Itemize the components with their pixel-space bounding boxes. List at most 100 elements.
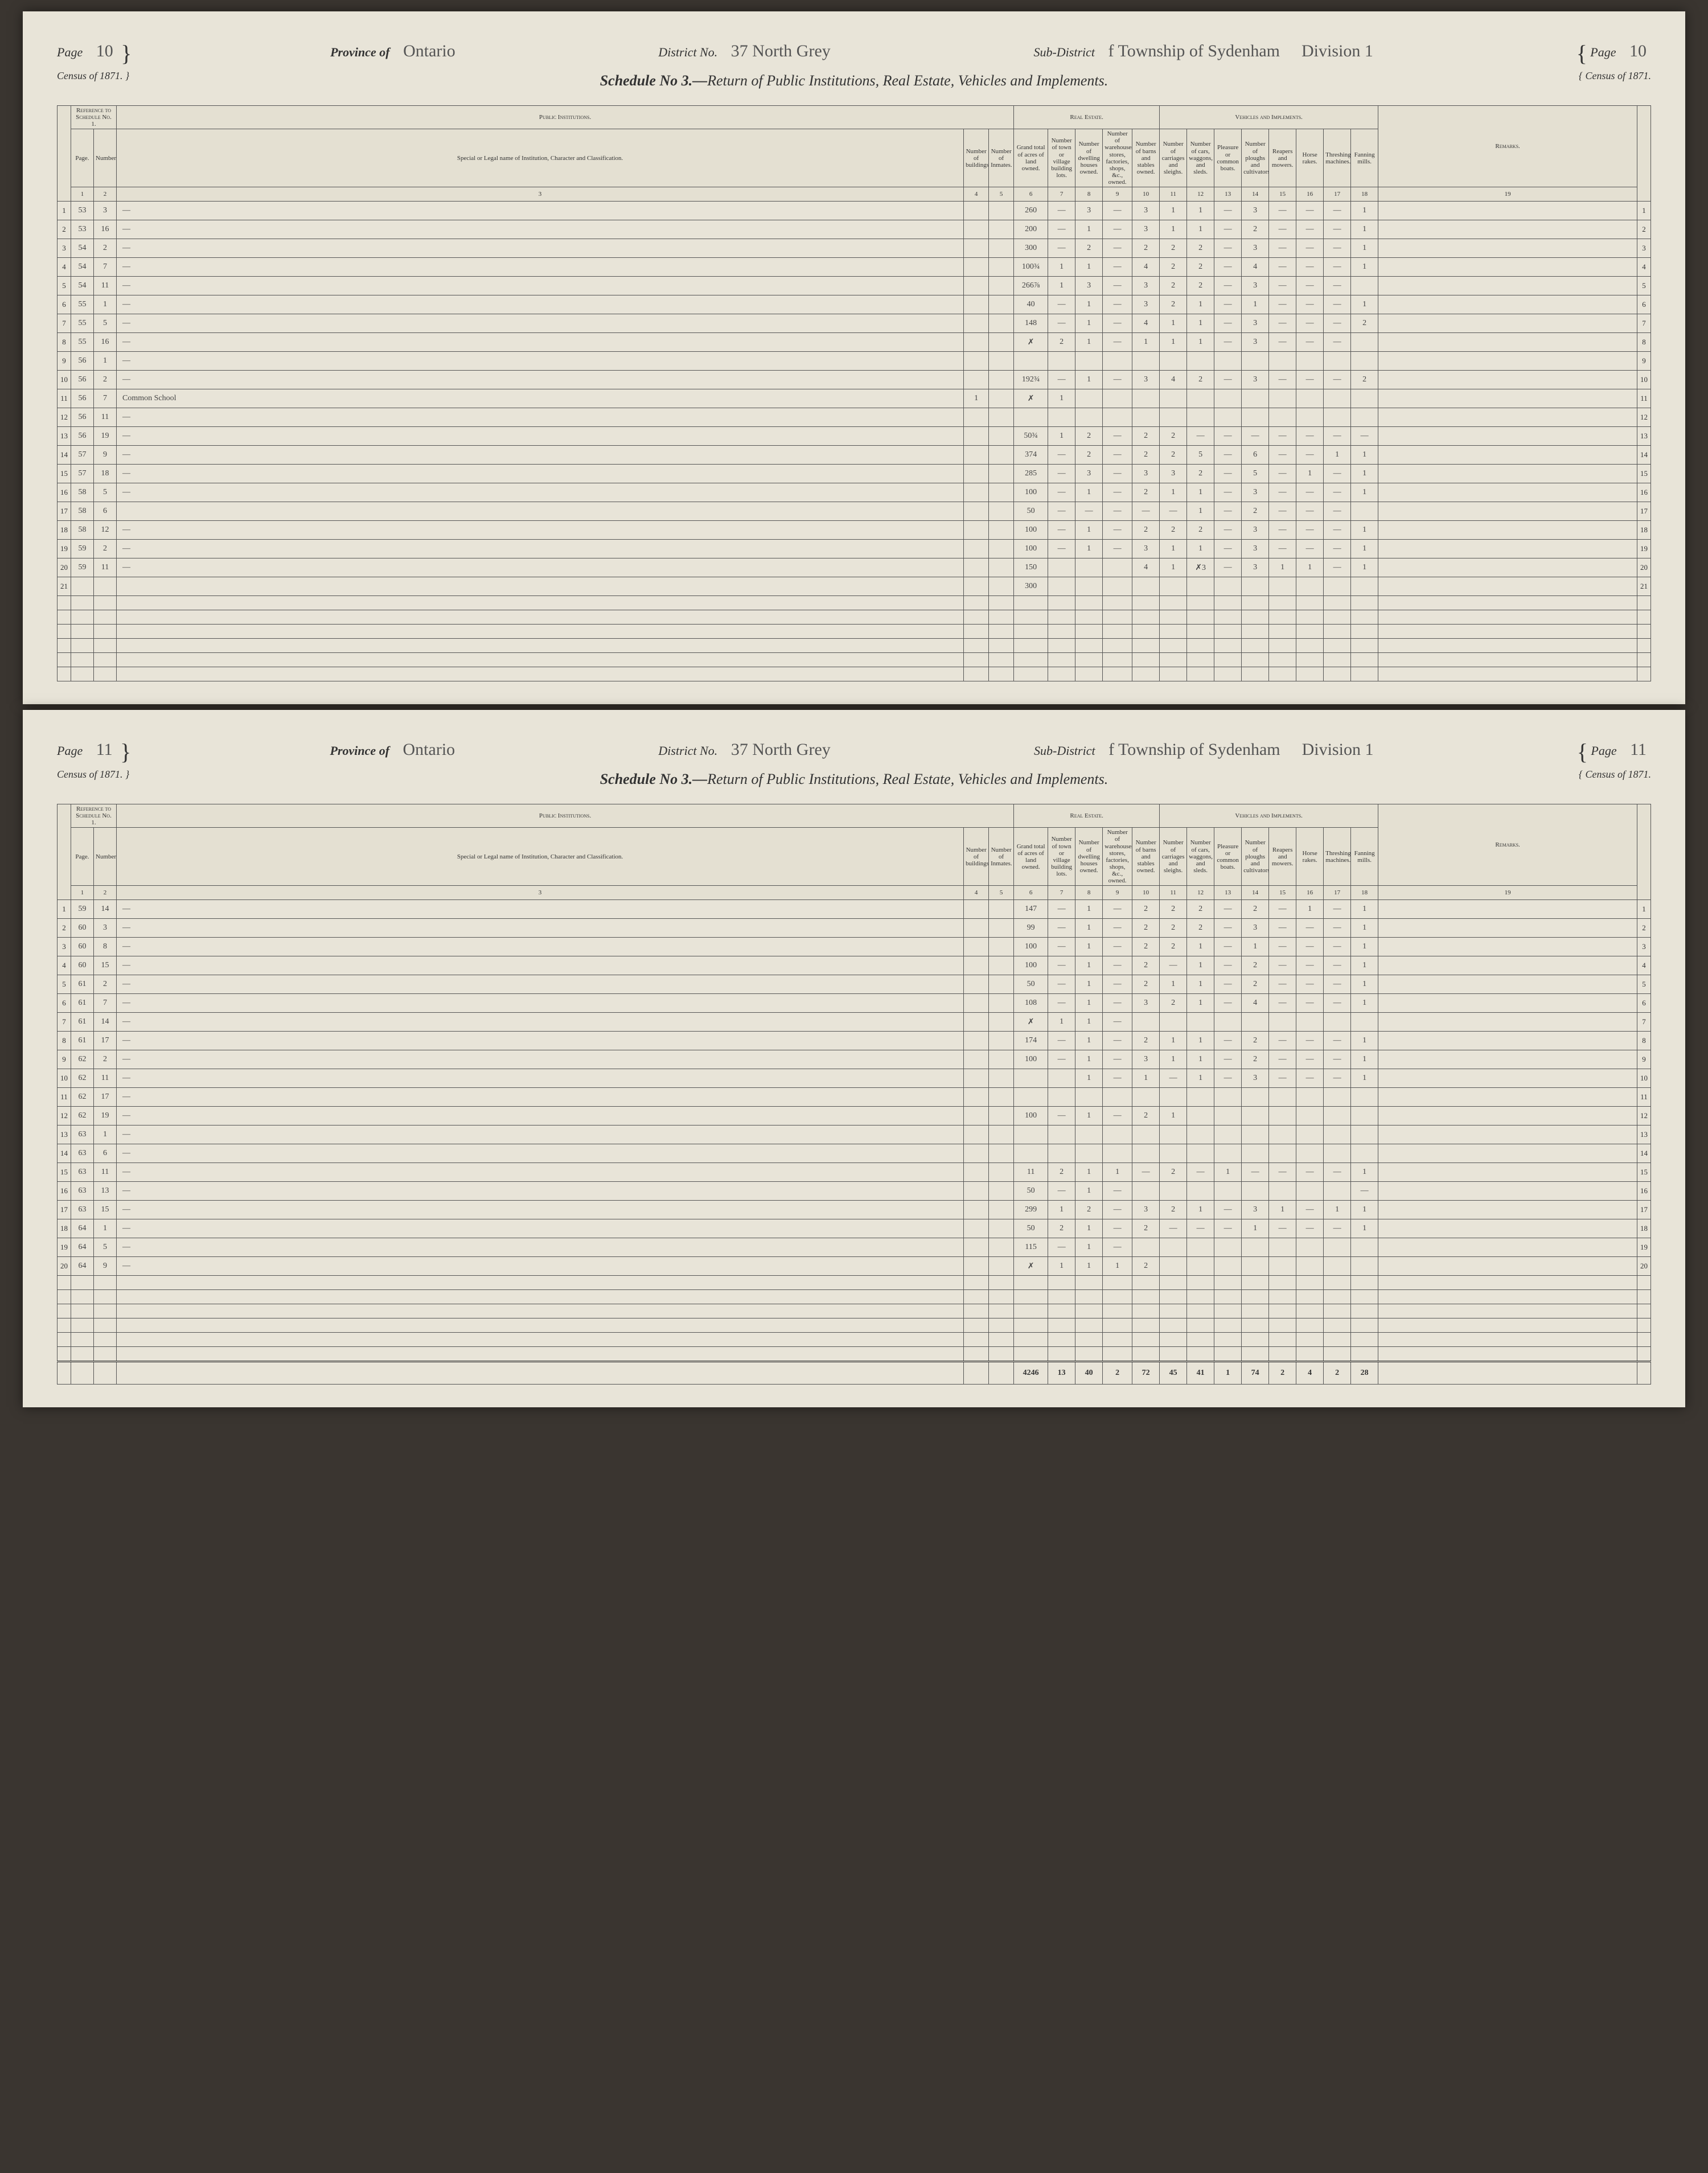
cell-c4 xyxy=(964,371,989,389)
col-num-9: 9 xyxy=(1103,187,1132,202)
cell-c12 xyxy=(1187,389,1214,408)
cell-c8: 1 xyxy=(1075,1257,1103,1276)
cell-c18: 1 xyxy=(1351,258,1378,277)
cell-number: 2 xyxy=(94,239,117,258)
cell-c16: — xyxy=(1296,371,1324,389)
col-boats: Pleasure or common boats. xyxy=(1214,828,1242,886)
province-block: Province of Ontario xyxy=(330,42,460,61)
row-num-right: 10 xyxy=(1637,371,1651,389)
cell-c4 xyxy=(964,446,989,465)
cell-c10: 2 xyxy=(1132,938,1160,956)
cell-c12: — xyxy=(1187,1163,1214,1182)
census-year-right: { Census of 1871. xyxy=(1579,70,1651,100)
row-num-right: 3 xyxy=(1637,239,1651,258)
cell-page: 56 xyxy=(71,352,94,371)
row-num-left: 8 xyxy=(58,333,71,352)
cell-institution: — xyxy=(117,1125,964,1144)
cell-c9: — xyxy=(1103,1182,1132,1201)
cell-number: 7 xyxy=(94,994,117,1013)
col-acres: Grand total of acres of land owned. xyxy=(1014,129,1048,187)
cell-c10: 4 xyxy=(1132,258,1160,277)
cell-c14 xyxy=(1242,1257,1269,1276)
census-table: Reference to Schedule No. 1. Public Inst… xyxy=(57,105,1651,681)
cell-c8: 3 xyxy=(1075,277,1103,295)
cell-c5 xyxy=(989,919,1014,938)
cell-c14 xyxy=(1242,1107,1269,1125)
cell-number: 17 xyxy=(94,1088,117,1107)
cell-c14: — xyxy=(1242,1163,1269,1182)
cell-remarks xyxy=(1378,371,1637,389)
total-cell: 2 xyxy=(1103,1362,1132,1385)
row-num-right: 7 xyxy=(1637,314,1651,333)
cell-c16: — xyxy=(1296,502,1324,521)
cell-page: 60 xyxy=(71,956,94,975)
cell-page: 63 xyxy=(71,1144,94,1163)
cell-number: 1 xyxy=(94,1125,117,1144)
cell-c9: — xyxy=(1103,956,1132,975)
cell-c4 xyxy=(964,577,989,596)
cell-remarks xyxy=(1378,1238,1637,1257)
row-num-right: 8 xyxy=(1637,333,1651,352)
cell-c8: 1 xyxy=(1075,1050,1103,1069)
table-row: 11 56 7 Common School 1✗1 11 xyxy=(58,389,1651,408)
cell-c17: — xyxy=(1324,220,1351,239)
table-row: 19 59 2 — 100—1—311—3———1 19 xyxy=(58,540,1651,558)
cell-c14: 3 xyxy=(1242,919,1269,938)
cell-c14 xyxy=(1242,1013,1269,1032)
cell-institution xyxy=(117,502,964,521)
cell-c8: 1 xyxy=(1075,1163,1103,1182)
cell-c9 xyxy=(1103,1088,1132,1107)
cell-c7: 1 xyxy=(1048,1201,1075,1219)
table-row: 13 63 1 — 13 xyxy=(58,1125,1651,1144)
cell-c7: — xyxy=(1048,1032,1075,1050)
row-num-left: 11 xyxy=(58,389,71,408)
col-buildings: Number of buildings. xyxy=(964,129,989,187)
col-fanning: Fanning mills. xyxy=(1351,828,1378,886)
section-ref: Reference to Schedule No. 1. xyxy=(71,804,117,828)
cell-c17: — xyxy=(1324,994,1351,1013)
cell-c15: — xyxy=(1269,900,1296,919)
cell-c18: 1 xyxy=(1351,1032,1378,1050)
section-remarks: Remarks. xyxy=(1378,804,1637,886)
census-page: Page 10 } Province of Ontario District N… xyxy=(23,11,1685,704)
cell-remarks xyxy=(1378,427,1637,446)
page-label: Page xyxy=(57,743,83,758)
cell-c18: 1 xyxy=(1351,1219,1378,1238)
page-right: { Page 10 xyxy=(1576,40,1651,67)
cell-c8: 1 xyxy=(1075,521,1103,540)
table-row-blank xyxy=(58,1304,1651,1318)
col-num-12: 12 xyxy=(1187,187,1214,202)
cell-c13: 1 xyxy=(1214,1163,1242,1182)
cell-c11 xyxy=(1160,1144,1187,1163)
col-num-1: 1 xyxy=(71,886,94,900)
cell-c10: 2 xyxy=(1132,900,1160,919)
cell-c17: — xyxy=(1324,956,1351,975)
cell-c5 xyxy=(989,502,1014,521)
cell-page: 63 xyxy=(71,1163,94,1182)
cell-c12 xyxy=(1187,1238,1214,1257)
page-header: Page 11 } Province of Ontario District N… xyxy=(57,738,1651,765)
cell-page: 58 xyxy=(71,502,94,521)
table-row-blank xyxy=(58,1318,1651,1333)
cell-c9: — xyxy=(1103,220,1132,239)
cell-institution: — xyxy=(117,295,964,314)
cell-c15: — xyxy=(1269,220,1296,239)
cell-c4 xyxy=(964,1182,989,1201)
district-block: District No. 37 North Grey xyxy=(658,740,835,759)
cell-c13: — xyxy=(1214,446,1242,465)
cell-c17: — xyxy=(1324,919,1351,938)
cell-c11 xyxy=(1160,1257,1187,1276)
cell-institution: — xyxy=(117,314,964,333)
cell-c14: 2 xyxy=(1242,502,1269,521)
cell-c4 xyxy=(964,1257,989,1276)
section-real: Real Estate. xyxy=(1014,804,1160,828)
page-label-right: Page xyxy=(1590,45,1616,59)
col-lots: Number of town or village building lots. xyxy=(1048,828,1075,886)
cell-c14: 3 xyxy=(1242,1201,1269,1219)
cell-c9: — xyxy=(1103,371,1132,389)
cell-c6: 50 xyxy=(1014,1219,1048,1238)
cell-c12: 1 xyxy=(1187,220,1214,239)
cell-c8: 1 xyxy=(1075,540,1103,558)
cell-c13 xyxy=(1214,1238,1242,1257)
col-num-15: 15 xyxy=(1269,187,1296,202)
